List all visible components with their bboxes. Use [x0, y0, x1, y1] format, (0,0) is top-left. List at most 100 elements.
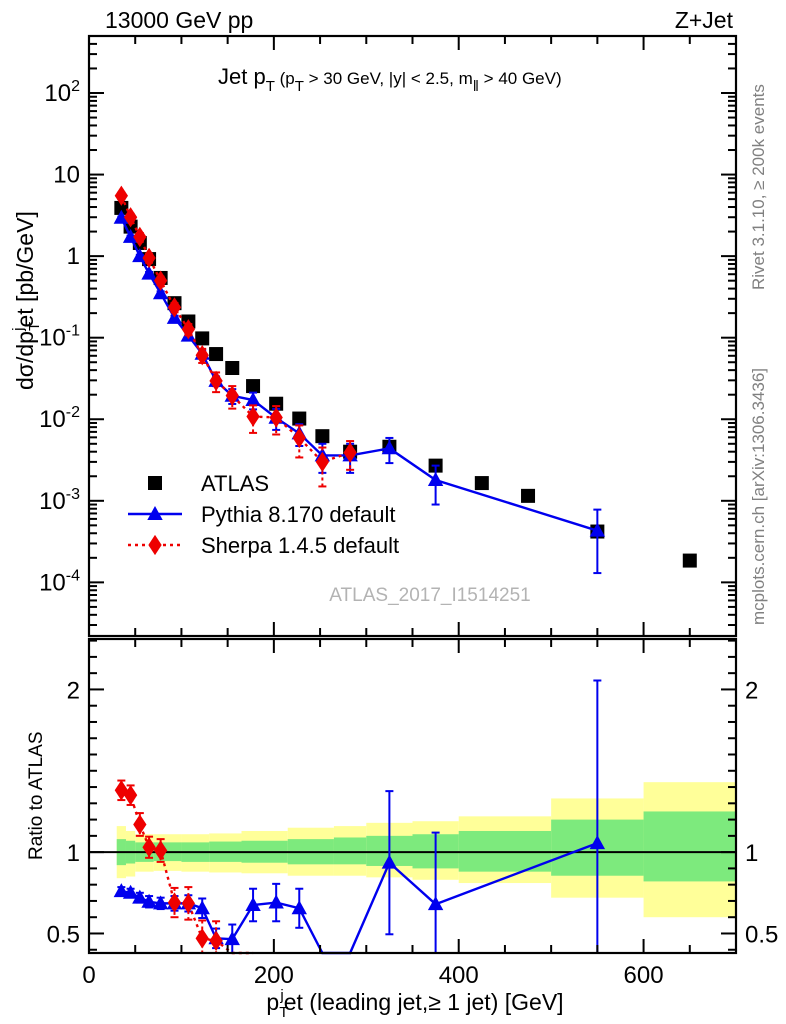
legend-marker-square	[148, 476, 162, 490]
main-panel: 102 10 1 10-1 10-2 10-3 10-4	[39, 34, 738, 638]
xtitle-part-b: et (leading jet,≥ 1 jet) [GeV]	[284, 989, 564, 1015]
legend-label: Sherpa 1.4.5 default	[201, 533, 399, 558]
title-sub-3: ‖	[473, 78, 479, 95]
ratio-series-sherpa	[114, 779, 254, 955]
ratio-y-tick-label-right: 0.5	[745, 921, 778, 948]
svg-text:dσ/dpTjet [pb/GeV]: dσ/dpTjet [pb/GeV]	[10, 211, 43, 390]
ratio-point-diamond	[209, 930, 223, 951]
ratio-line	[120, 789, 254, 955]
analysis-watermark: ATLAS_2017_I1514251	[329, 585, 530, 606]
data-point-diamond	[153, 270, 168, 291]
ratio-y-ticks	[89, 639, 736, 951]
ratio-point-triangle	[381, 854, 398, 869]
ratio-y-axis-title: Ratio to ATLAS	[26, 732, 47, 861]
xtitle-part-a: p	[266, 989, 279, 1015]
ratio-point-triangle	[122, 884, 139, 899]
title-part-d: > 40 GeV)	[479, 69, 562, 88]
ratio-y-tick-label: 1	[67, 840, 80, 867]
ytitle-sub: T	[26, 322, 43, 331]
y-tick-label: 102	[44, 78, 80, 107]
x-tick-label: 400	[439, 962, 479, 989]
legend: ATLAS Pythia 8.170 default Sherpa 1.4.5 de…	[128, 471, 399, 558]
title-part-b: (p	[275, 69, 295, 88]
band-inner	[333, 837, 367, 865]
ratio-point-triangle	[589, 835, 606, 850]
data-point-triangle	[381, 440, 398, 455]
legend-entry-atlas: ATLAS	[148, 471, 269, 496]
data-point-diamond	[133, 226, 147, 248]
ratio-point-diamond	[195, 928, 209, 949]
ytitle-sup: j	[10, 328, 27, 332]
ratio-point-triangle	[245, 896, 261, 911]
series-line	[120, 195, 351, 464]
ratio-point-diamond	[167, 892, 182, 913]
data-point-square	[682, 553, 697, 568]
ytitle-part-b: et [pb/GeV]	[12, 211, 38, 327]
data-point-triangle	[152, 285, 169, 300]
ratio-point-triangle	[132, 889, 148, 904]
y-tick-label: 10	[53, 162, 80, 189]
title-sub-1: T	[266, 78, 275, 95]
ratio-point-triangle	[152, 895, 169, 910]
header-beam-label: 13000 GeV pp	[105, 7, 253, 33]
data-point-diamond	[181, 319, 196, 340]
y-tick-label: 10-2	[39, 404, 80, 433]
ratio-y-tick-label-right: 1	[745, 840, 758, 867]
data-point-triangle	[589, 522, 606, 537]
ratio-series-pythia	[113, 679, 606, 955]
ratio-point-triangle	[194, 900, 210, 915]
title-part-c: > 30 GeV, |y| < 2.5, m	[304, 69, 473, 88]
ratio-point-diamond	[153, 840, 168, 861]
ratio-point-diamond	[142, 837, 156, 858]
side-annotation-top: Rivet 3.1.10, ≥ 200k events	[749, 84, 768, 290]
plot-title: Jet pT (pT > 30 GeV, |y| < 2.5, m‖ > 40 …	[218, 64, 562, 95]
ratio-point-triangle	[427, 896, 444, 911]
data-point-triangle	[141, 265, 157, 280]
ratio-y-tick-label: 0.5	[47, 921, 80, 948]
data-point-diamond	[123, 207, 138, 228]
ratio-point-triangle	[224, 931, 240, 946]
rivet-version-label: Rivet 3.1.10, ≥ 200k events	[749, 84, 768, 290]
data-point-triangle	[113, 209, 130, 224]
legend-label: Pythia 8.170 default	[201, 502, 395, 527]
ytitle-part-a: dσ/dp	[12, 331, 38, 390]
title-part-a: Jet p	[218, 64, 266, 89]
data-point-diamond	[292, 427, 306, 449]
data-point-diamond	[225, 385, 239, 406]
data-point-diamond	[209, 370, 223, 392]
ratio-panel: 2 21 10.5 0.50 200 400 600	[47, 637, 778, 989]
ratio-point-triangle	[268, 894, 284, 909]
ratio-point-diamond	[123, 785, 138, 806]
data-point-diamond	[114, 185, 128, 206]
legend-label: ATLAS	[201, 471, 269, 496]
header-process-label: Z+Jet	[675, 7, 734, 33]
legend-marker-triangle	[147, 505, 163, 520]
data-point-triangle	[427, 471, 444, 486]
y-tick-label: 10-4	[39, 567, 80, 596]
title-sub-2: T	[295, 78, 304, 95]
data-point-square	[521, 488, 536, 503]
y-tick-label: 10-3	[39, 486, 80, 515]
data-point-square	[292, 411, 307, 426]
data-point-square	[269, 396, 284, 411]
data-point-square	[195, 331, 210, 346]
x-tick-label: 0	[82, 962, 95, 989]
legend-marker-diamond	[148, 534, 162, 556]
main-y-tick-labels: 102 10 1 10-1 10-2 10-3 10-4	[39, 78, 80, 596]
data-point-diamond	[142, 247, 156, 269]
data-point-square	[315, 429, 330, 444]
main-y-ticks	[89, 35, 736, 627]
band-inner	[643, 811, 736, 882]
x-tick-label: 200	[254, 962, 294, 989]
ratio-axis-label: Ratio to ATLAS	[26, 732, 47, 861]
svg-text:Jet pT (pT > 30 GeV, |y| < 2.5: Jet pT (pT > 30 GeV, |y| < 2.5, m‖ > 40 …	[218, 64, 562, 95]
data-point-diamond	[343, 442, 357, 463]
mcplots-credit-label: mcplots.cern.ch [arXiv:1306.3436]	[749, 368, 768, 625]
ratio-x-ticks	[88, 639, 737, 953]
ratio-y-tick-label: 2	[67, 677, 80, 704]
legend-entry-pythia: Pythia 8.170 default	[128, 502, 395, 527]
xtitle-sub: T	[279, 1004, 288, 1021]
ratio-point-triangle	[113, 883, 130, 898]
